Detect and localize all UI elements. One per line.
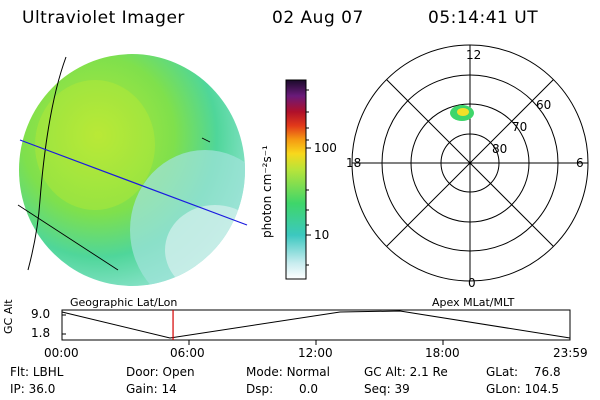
status-ip: IP: 36.0: [10, 382, 56, 396]
mlat-label-70: 70: [512, 120, 528, 134]
time-tick-3: 18:00: [425, 346, 460, 360]
geographic-title: Geographic Lat/Lon: [70, 296, 178, 309]
date-label: 02 Aug 07: [272, 8, 364, 28]
mlt-label-12: 12: [466, 48, 482, 62]
apex-title: Apex MLat/MLT: [432, 296, 515, 309]
status-flt: Flt: LBHL: [10, 365, 64, 379]
gc-alt-axis-label: GC Alt: [2, 299, 15, 334]
time-tick-1: 06:00: [170, 346, 205, 360]
time-tick-4: 23:59: [553, 346, 588, 360]
colorbar-unit-label: photon cm⁻²s⁻¹: [260, 145, 274, 238]
altitude-timeline: [61, 309, 571, 345]
time-tick-0: 00:00: [44, 346, 79, 360]
polar-mlt-plot: [351, 44, 589, 282]
mlt-label-6: 6: [576, 156, 584, 170]
status-door: Door: Open: [126, 365, 195, 379]
status-glon: GLon: 104.5: [486, 382, 559, 396]
instrument-title: Ultraviolet Imager: [22, 8, 185, 28]
status-gc-alt: GC Alt: 2.1 Re: [364, 365, 448, 379]
mlat-label-60: 60: [536, 98, 552, 112]
mlat-label-80: 80: [492, 142, 508, 156]
mlt-label-0: 0: [468, 276, 476, 290]
time-tick-2: 12:00: [298, 346, 333, 360]
status-glat: GLat: 76.8: [486, 365, 561, 379]
colorbar-tick-100: 100: [314, 141, 337, 155]
color-scale-bar: [285, 79, 307, 280]
colorbar-tick-10: 10: [314, 228, 330, 242]
status-gain: Gain: 14: [126, 382, 177, 396]
time-label: 05:14:41 UT: [428, 8, 539, 28]
status-dsp: Dsp: 0.0: [246, 382, 319, 396]
ytick-top: 9.0: [31, 307, 51, 321]
status-seq: Seq: 39: [364, 382, 410, 396]
status-mode: Mode: Normal: [246, 365, 330, 379]
mlt-label-18: 18: [346, 156, 362, 170]
ytick-bottom: 1.8: [31, 326, 51, 340]
uv-earth-image: [17, 54, 248, 286]
